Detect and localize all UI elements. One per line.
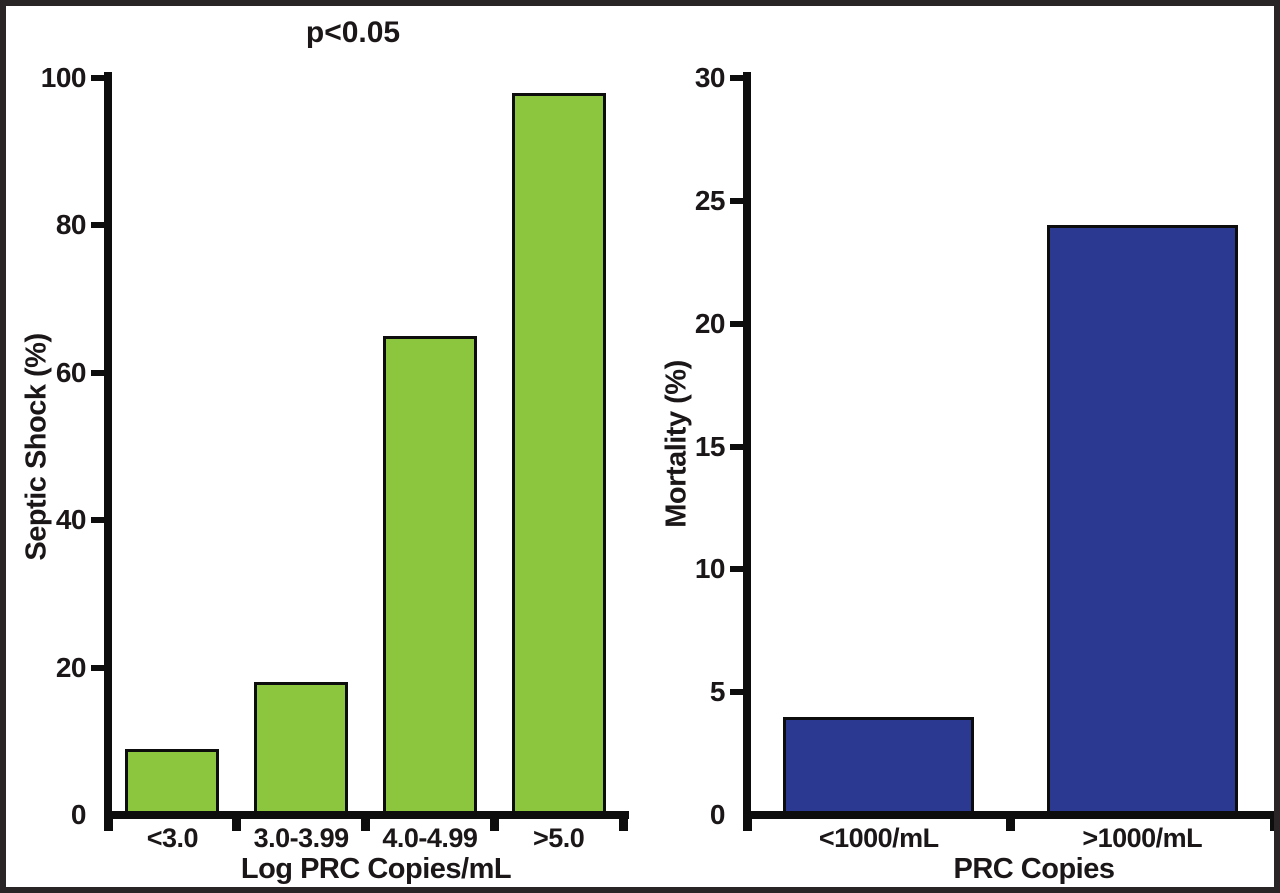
p-value-annotation: p<0.05 xyxy=(305,16,401,49)
x-tick-mark xyxy=(361,811,370,831)
y-axis-line xyxy=(104,72,112,819)
y-tick-mark xyxy=(91,222,104,229)
y-tick-mark xyxy=(730,566,743,573)
y-tick-mark xyxy=(91,75,104,81)
x-category-label: <3.0 xyxy=(146,823,199,853)
bar-4.0-4.99 xyxy=(383,336,477,815)
y-tick-mark xyxy=(91,369,104,376)
bar-<3.0 xyxy=(125,749,219,815)
y-tick-mark xyxy=(91,664,104,671)
y-tick-mark xyxy=(91,517,104,524)
x-axis-title: PRC Copies xyxy=(953,853,1115,885)
y-tick-label: 100 xyxy=(40,62,87,93)
x-category-label: >5.0 xyxy=(532,823,585,853)
y-tick-mark xyxy=(730,443,743,450)
y-tick-label: 20 xyxy=(55,651,87,683)
bar->5.0 xyxy=(512,93,606,815)
y-tick-label: 5 xyxy=(709,676,726,708)
x-tick-mark xyxy=(1006,811,1015,831)
x-axis-line xyxy=(104,811,629,819)
x-category-label: >1000/mL xyxy=(1082,823,1203,853)
y-tick-label: 30 xyxy=(694,62,726,93)
y-tick-label: 0 xyxy=(709,799,726,830)
mortality-chart-panel: Mortality (%) 0 5 10 15 20 25 30 <1000/mL >1000… xyxy=(6,6,1274,887)
x-tick-mark xyxy=(103,811,113,831)
y-tick-mark xyxy=(730,197,743,204)
x-category-label: <1000/mL xyxy=(818,823,939,853)
y-axis-line xyxy=(743,72,751,819)
y-tick-label: 40 xyxy=(55,504,87,536)
y-tick-label: 25 xyxy=(694,184,726,216)
x-tick-mark xyxy=(1269,811,1274,831)
y-tick-mark xyxy=(730,75,743,81)
y-tick-label: 20 xyxy=(694,307,726,339)
y-tick-label: 0 xyxy=(70,799,87,830)
y-tick-mark xyxy=(730,320,743,327)
y-tick-label: 10 xyxy=(694,553,726,585)
y-tick-label: 15 xyxy=(694,430,726,462)
x-tick-mark xyxy=(618,811,628,831)
y-tick-mark xyxy=(730,689,743,696)
y-axis-title: Mortality (%) xyxy=(660,360,693,528)
y-tick-label: 60 xyxy=(55,356,87,388)
x-category-label: 4.0-4.99 xyxy=(382,823,478,853)
x-axis-line xyxy=(743,811,1274,819)
x-axis-title: Log PRC Copies/mL xyxy=(240,853,512,885)
bar-3.0-3.99 xyxy=(254,682,348,815)
bar-<1000/mL xyxy=(783,717,974,815)
septic-shock-chart-panel: p<0.05 Septic Shock (%) 0 20 40 60 80 100 <3.… xyxy=(6,6,1274,887)
x-tick-mark xyxy=(742,811,752,831)
y-tick-label: 80 xyxy=(55,209,87,241)
x-tick-mark xyxy=(232,811,242,831)
x-category-label: 3.0-3.99 xyxy=(253,823,350,853)
bar->1000/mL xyxy=(1047,225,1238,815)
x-tick-mark xyxy=(489,811,499,831)
